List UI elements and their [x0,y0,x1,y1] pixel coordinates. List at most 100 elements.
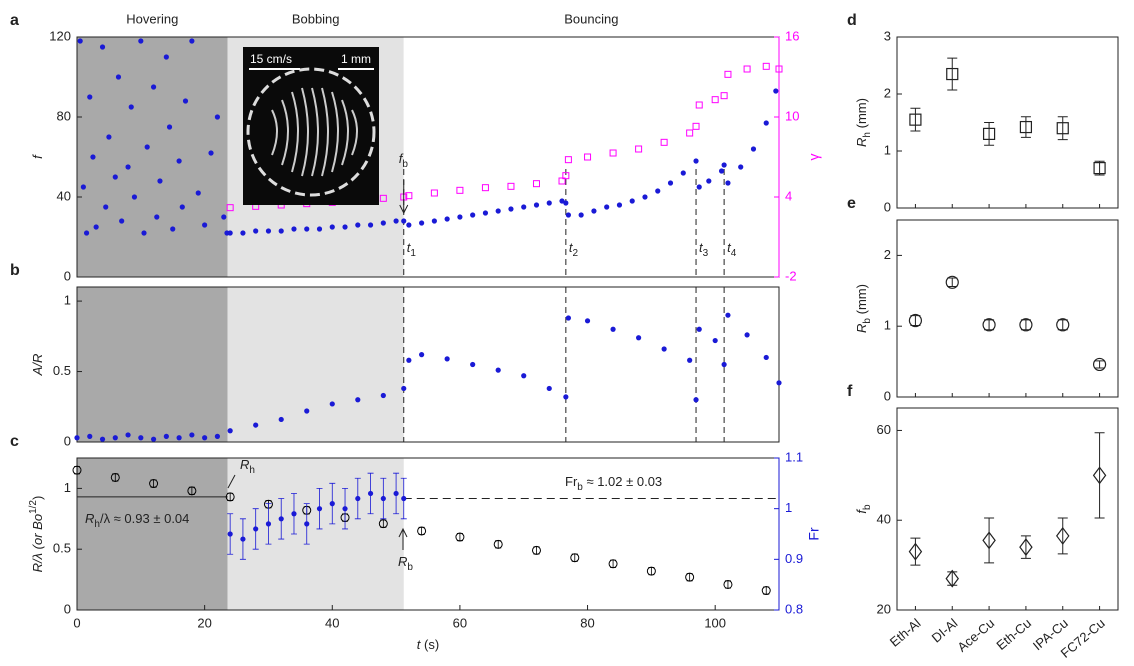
annotation-part: R [85,511,94,526]
point [909,113,922,126]
annotation-part: Fr [565,474,578,489]
point [762,62,770,70]
y-axis-label: f [30,154,45,159]
point [393,490,399,497]
y-axis-label: fb [854,504,872,514]
error-bar [1094,360,1105,369]
error-bar [910,107,921,132]
point [693,397,699,403]
point [138,38,144,44]
annotation-part: h [94,519,100,530]
point [406,357,412,363]
y-axis-label-part: (mm) [854,284,869,318]
point [93,224,99,230]
point [182,98,189,104]
point [329,224,335,230]
error-bar [984,517,995,564]
annotation-arrow [399,180,409,215]
point [982,531,996,550]
point [253,526,259,532]
panel-label: f [847,383,853,400]
y-axis-label-part: R/λ (or Bo [30,514,45,572]
point [195,190,201,196]
region-label: Hovering [126,11,178,26]
point [291,511,297,517]
inset: 15 cm/s 1 mm [243,47,379,205]
point [163,54,169,60]
x-axis-label-part: (s) [420,637,439,652]
y-axis-label-part: 1/2 [28,500,39,514]
y-tick-label: 0 [64,601,71,616]
plot-frame [896,407,1119,611]
point [265,521,272,527]
point [77,38,83,44]
point [150,84,157,90]
point [546,200,552,206]
y-tick-label: 0 [884,388,891,403]
event-label: t1 [407,240,417,258]
annotation: Rb [398,554,413,572]
point [141,230,147,236]
region-label: Bobbing [292,11,340,26]
y-axis-label-part: A/R [30,354,45,377]
point [908,542,923,561]
point [119,218,125,224]
point [908,313,923,328]
y2-axis-label: Fr [806,527,822,541]
point [214,114,220,120]
point [584,318,591,324]
point [725,180,731,186]
error-bar [947,277,958,288]
point [406,222,412,228]
annotation: Frb ≈ 1.02 ± 0.03 [565,474,662,492]
point [380,392,386,399]
y2-tick-label: 0.9 [785,551,803,566]
event-label-part: t [727,240,732,255]
point [680,170,686,176]
annotation-part: f [399,151,404,166]
y-tick-label: 120 [49,28,71,43]
event-label-part: 1 [410,248,416,259]
point [531,545,541,555]
point [1019,538,1033,557]
point [157,178,163,184]
y2-tick-label: 1 [785,500,792,515]
point [495,208,501,214]
x-tick-label: 60 [453,615,467,630]
point [482,210,489,216]
point [776,380,782,386]
plot-frame [896,36,1119,209]
point [629,198,635,204]
point [761,586,771,596]
event-label-part: t [699,240,704,255]
point [355,495,361,502]
point [342,224,348,230]
y2-tick-label: 4 [785,188,792,203]
point [83,230,90,236]
point [457,214,463,220]
point [278,416,284,423]
point [1092,357,1107,372]
point [380,495,386,502]
annotation-part: h [249,465,255,476]
point [106,134,112,140]
y2-tick-label: 0.8 [785,601,803,616]
point [163,433,169,439]
point [570,553,580,563]
point [533,202,540,208]
error-bar [1057,116,1068,141]
point [444,356,450,362]
y-tick-label: 0.5 [53,541,71,556]
point [1093,162,1106,175]
point [355,397,361,403]
point [221,214,227,220]
y2-tick-label: 1.1 [785,449,803,464]
x-axis-label-part: t [417,637,422,652]
point [417,526,427,536]
point [636,335,642,341]
point [685,572,695,582]
point [696,326,702,332]
annotation-part: b [577,482,583,493]
